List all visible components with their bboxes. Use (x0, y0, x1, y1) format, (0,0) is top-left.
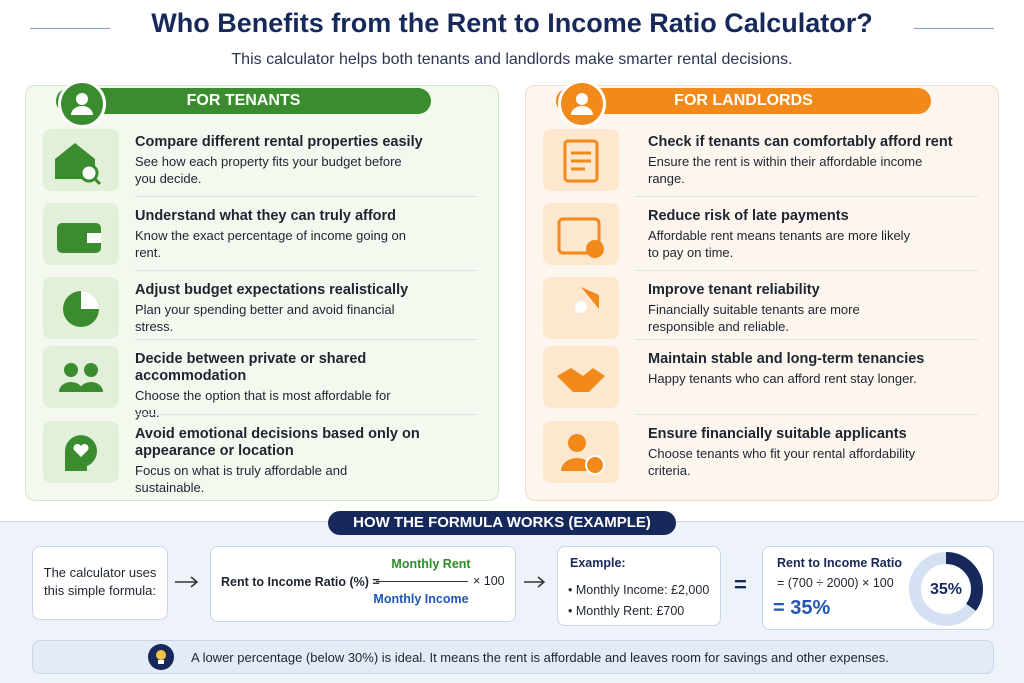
subtitle: This calculator helps both tenants and l… (231, 51, 793, 68)
item-title: Avoid emotional decisions based only on … (135, 426, 420, 459)
icon-box (43, 203, 119, 265)
divider (635, 339, 978, 340)
icon-box (43, 277, 119, 339)
item-title: Decide between private or shared accommo… (135, 351, 367, 384)
icon-box (543, 203, 619, 265)
icon (563, 139, 599, 183)
formula-label: Rent to Income Ratio (%) = (221, 575, 380, 589)
formula-heading: HOW THE FORMULA WORKS (EXAMPLE) (328, 511, 676, 535)
divider (135, 196, 478, 197)
item-title: Compare different rental properties easi… (135, 134, 423, 150)
item-text: Know the exact percentage of income goin… (135, 228, 407, 260)
rule (30, 28, 110, 29)
example-heading: Example: (570, 556, 626, 570)
item-text: Choose tenants who fit your rental affor… (648, 446, 916, 478)
arrow (524, 576, 546, 588)
item-text: Ensure the rent is within their affordab… (648, 154, 923, 186)
denominator: Monthly Income (373, 592, 469, 606)
item: Check if tenants can comfortably afford … (648, 134, 988, 187)
landlords-panel: FOR LANDLORDS Check if tenants can comfo… (525, 80, 999, 501)
item: Ensure financially suitable applicants Ch… (648, 426, 988, 479)
icon-box (543, 421, 619, 483)
item-text: Happy tenants who can afford rent stay l… (648, 371, 917, 386)
tenants-badge (58, 80, 106, 128)
icon (557, 368, 605, 392)
multiplier: × 100 (473, 574, 505, 588)
item: Maintain stable and long-term tenancies H… (648, 351, 988, 387)
item-title: Ensure financially suitable applicants (648, 426, 907, 442)
donut: 35% (909, 552, 983, 626)
example-item: • Monthly Income: £2,000 (568, 583, 710, 597)
divider (135, 339, 478, 340)
divider (135, 414, 478, 415)
item: Compare different rental properties easi… (135, 134, 435, 187)
icon (65, 435, 97, 471)
landlords-badge (558, 80, 606, 128)
item-title: Check if tenants can comfortably afford … (648, 134, 953, 150)
fraction-bar (376, 581, 468, 582)
icon (571, 93, 593, 115)
arrow (175, 576, 199, 588)
tenants-panel: FOR TENANTS Compare different rental pro… (25, 80, 499, 501)
intro: The calculator uses this simple formula: (43, 565, 157, 598)
icon (575, 287, 599, 313)
note-bar: A lower percentage (below 30%) is ideal.… (32, 640, 994, 674)
icon (57, 223, 101, 253)
example-item: • Monthly Rent: £700 (568, 604, 685, 618)
icon (71, 93, 93, 115)
item-text: Affordable rent means tenants are more l… (648, 228, 911, 260)
divider (635, 414, 978, 415)
intro-box: The calculator uses this simple formula: (32, 546, 168, 620)
bulb-icon (148, 644, 174, 670)
icon-box (43, 129, 119, 191)
item-text: Choose the option that is most affordabl… (135, 388, 391, 420)
result-value: = 35% (773, 597, 831, 619)
result-calc: = (700 ÷ 2000) × 100 (777, 576, 894, 590)
note: A lower percentage (below 30%) is ideal.… (191, 650, 889, 665)
tenants-heading: FOR TENANTS (56, 88, 431, 114)
icon-box (543, 277, 619, 339)
divider (635, 196, 978, 197)
item-text: Financially suitable tenants are more re… (648, 302, 860, 334)
example-box: Example: • Monthly Income: £2,000 • Month… (557, 546, 721, 626)
icon (55, 143, 102, 186)
icon-box (43, 346, 119, 408)
item-text: Focus on what is truly affordable and su… (135, 463, 348, 495)
item: Avoid emotional decisions based only on … (135, 426, 435, 496)
item-text: Plan your spending better and avoid fina… (135, 302, 395, 334)
title: Who Benefits from the Rent to Income Rat… (151, 8, 873, 38)
item: Improve tenant reliability Financially su… (648, 282, 988, 335)
donut-label: 35% (930, 581, 962, 598)
divider (135, 270, 478, 271)
item-text: See how each property fits your budget b… (135, 154, 402, 186)
numerator: Monthly Rent (391, 557, 471, 571)
icon (561, 434, 605, 475)
item: Decide between private or shared accommo… (135, 351, 435, 421)
item: Reduce risk of late payments Affordable r… (648, 208, 988, 261)
landlords-heading: FOR LANDLORDS (556, 88, 931, 114)
item: Understand what they can truly afford Kno… (135, 208, 435, 261)
item-title: Reduce risk of late payments (648, 208, 849, 224)
icon (557, 217, 604, 258)
icon (59, 363, 103, 392)
result-box: Rent to Income Ratio = (700 ÷ 2000) × 10… (762, 546, 994, 630)
divider (635, 270, 978, 271)
result-title: Rent to Income Ratio (777, 556, 903, 570)
icon-box (543, 346, 619, 408)
example-list: • Monthly Income: £2,000 • Monthly Rent: … (568, 580, 709, 622)
item-title: Maintain stable and long-term tenancies (648, 351, 925, 367)
equals: = (734, 572, 747, 597)
item: Adjust budget expectations realistically… (135, 282, 435, 335)
item-title: Improve tenant reliability (648, 282, 820, 298)
formula-box: Rent to Income Ratio (%) = Monthly Rent … (210, 546, 516, 622)
donut-arc (909, 552, 983, 626)
icon-box (43, 421, 119, 483)
item-title: Adjust budget expectations realistically (135, 282, 409, 298)
item-title: Understand what they can truly afford (135, 208, 397, 224)
rule (914, 28, 994, 29)
icon (63, 291, 99, 327)
icon-box (543, 129, 619, 191)
